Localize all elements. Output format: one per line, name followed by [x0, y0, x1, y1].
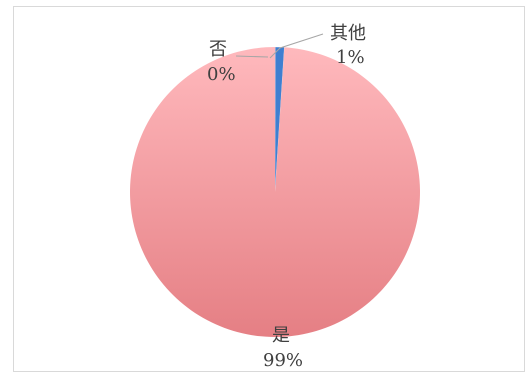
label-other-value: 1%: [336, 47, 365, 68]
pie-slices: [129, 46, 420, 337]
leader-line-no: [235, 55, 269, 58]
label-other-category: 其他: [330, 23, 366, 44]
leader-line-other: [269, 33, 324, 59]
label-no-value: 0%: [207, 64, 236, 85]
pie-slice-yes: [129, 46, 420, 337]
label-yes-category: 是: [272, 325, 290, 346]
label-yes-value: 99%: [263, 350, 303, 371]
label-no-category: 否: [209, 39, 227, 60]
pie-slice-other: [274, 46, 285, 193]
